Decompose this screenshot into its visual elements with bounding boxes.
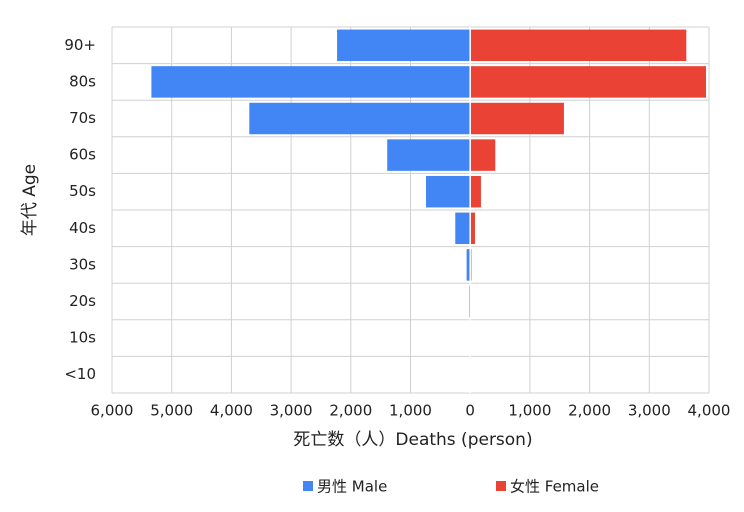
bar [466, 249, 471, 281]
y-tick-label: 40s [69, 219, 96, 237]
bar [470, 139, 496, 171]
bar [455, 212, 471, 245]
bar [470, 29, 687, 62]
x-tick-label: 4,000 [688, 402, 731, 420]
bar [387, 139, 471, 171]
x-tick-label: 3,000 [270, 402, 313, 420]
x-tick-label: 2,000 [329, 402, 372, 420]
legend-swatch [303, 481, 313, 491]
bar [470, 212, 475, 245]
legend-label: 男性 Male [317, 478, 387, 496]
bar [470, 175, 481, 208]
x-tick-label: 1,000 [508, 402, 551, 420]
x-tick-label: 4,000 [210, 402, 253, 420]
x-tick-label: 1,000 [389, 402, 432, 420]
y-tick-label: 10s [69, 329, 96, 347]
y-axis-title: 年代 Age [20, 164, 40, 236]
y-tick-label: <10 [64, 365, 96, 383]
y-tick-label: 30s [69, 255, 96, 273]
bar [470, 102, 564, 135]
x-axis-title: 死亡数（人）Deaths (person) [293, 430, 532, 450]
y-tick-label: 80s [69, 72, 96, 90]
y-tick-label: 60s [69, 146, 96, 164]
x-tick-label: 3,000 [628, 402, 671, 420]
bar [337, 29, 471, 62]
bar [426, 175, 471, 208]
bar [249, 102, 471, 135]
bar [151, 66, 471, 98]
bar [470, 66, 707, 98]
y-tick-label: 50s [69, 182, 96, 200]
x-tick-label: 5,000 [150, 402, 193, 420]
x-tick-label: 0 [465, 402, 475, 420]
x-tick-label: 6,000 [91, 402, 134, 420]
legend-label: 女性 Female [510, 478, 599, 496]
x-tick-label: 2,000 [568, 402, 611, 420]
y-tick-label: 20s [69, 292, 96, 310]
legend-swatch [496, 481, 506, 491]
y-tick-label: 90+ [64, 36, 96, 54]
y-tick-label: 70s [69, 109, 96, 127]
